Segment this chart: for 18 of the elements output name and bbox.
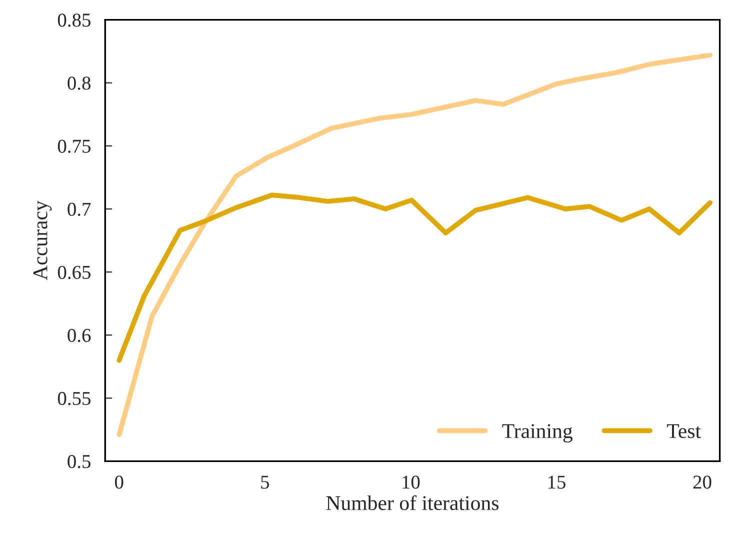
y-tick-label: 0.55	[58, 392, 90, 406]
line-series	[116, 192, 713, 363]
x-tick-label: 20	[693, 476, 712, 489]
y-tick-label: 0.85	[58, 14, 90, 27]
legend-label: Training	[502, 424, 572, 442]
x-tick-label: 5	[261, 476, 270, 489]
y-tick-label: 0.65	[58, 266, 90, 280]
y-tick-label: 0.8	[68, 76, 90, 90]
y-tick-label: 0.7	[68, 202, 91, 216]
x-axis-title: Number of iterations	[326, 495, 498, 510]
y-axis-title: Accuracy	[33, 200, 52, 280]
y-tick-label: 0.6	[68, 328, 91, 342]
x-tick-label: 15	[548, 476, 566, 489]
y-tick-label: 0.75	[58, 140, 90, 153]
x-tick-label: 0	[114, 476, 124, 489]
legend-label: Test	[666, 424, 701, 438]
x-tick-label: 10	[402, 476, 420, 489]
y-tick-label: 0.5	[68, 454, 90, 468]
